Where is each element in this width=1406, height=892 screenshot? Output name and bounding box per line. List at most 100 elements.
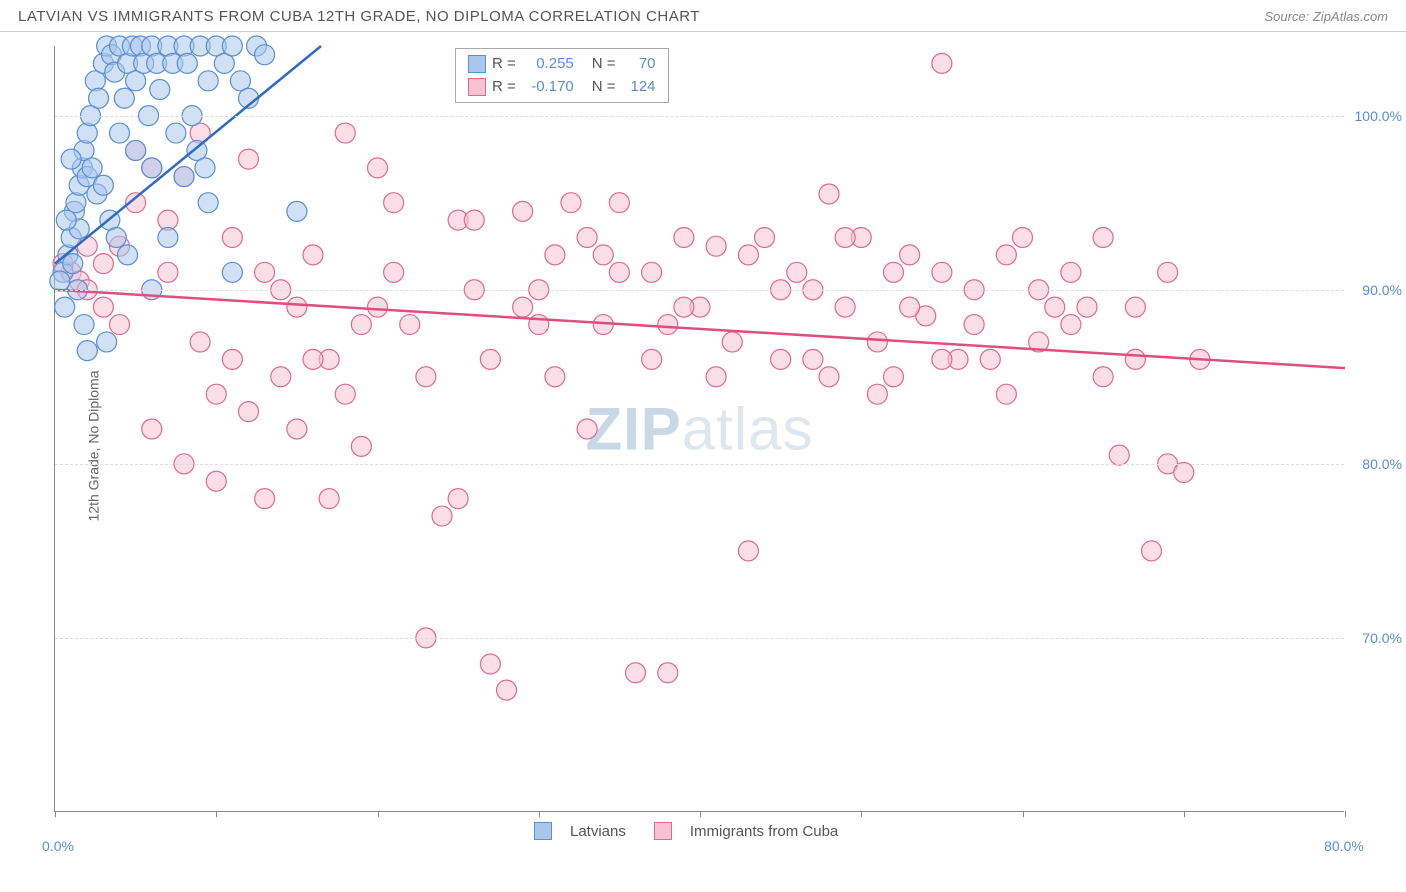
source-label: Source: ZipAtlas.com (1264, 9, 1388, 24)
scatter-point (803, 349, 823, 369)
scatter-point (738, 541, 758, 561)
scatter-point (480, 654, 500, 674)
scatter-point (1125, 297, 1145, 317)
scatter-point (722, 332, 742, 352)
scatter-point (674, 297, 694, 317)
scatter-point (368, 158, 388, 178)
scatter-point (74, 315, 94, 335)
scatter-point (239, 402, 259, 422)
scatter-point (448, 489, 468, 509)
scatter-point (1061, 315, 1081, 335)
x-tick (55, 811, 56, 817)
scatter-point (239, 149, 259, 169)
scatter-point (545, 245, 565, 265)
scatter-point (118, 245, 138, 265)
scatter-point (206, 471, 226, 491)
n-label: N = (592, 76, 616, 99)
scatter-point (384, 262, 404, 282)
scatter-point (980, 349, 1000, 369)
scatter-point (932, 349, 952, 369)
scatter-point (142, 419, 162, 439)
scatter-point (932, 53, 952, 73)
swatch-latvians-icon (468, 55, 486, 73)
scatter-point (351, 315, 371, 335)
scatter-point (190, 332, 210, 352)
scatter-point (384, 193, 404, 213)
r-label: R = (492, 76, 516, 99)
scatter-point (93, 297, 113, 317)
scatter-point (195, 158, 215, 178)
scatter-svg (55, 46, 1344, 811)
x-tick (539, 811, 540, 817)
x-tick-right: 80.0% (1324, 838, 1364, 854)
scatter-point (61, 149, 81, 169)
scatter-point (50, 271, 70, 291)
gridline (55, 290, 1344, 291)
scatter-point (658, 663, 678, 683)
scatter-point (674, 228, 694, 248)
gridline (55, 638, 1344, 639)
scatter-point (400, 315, 420, 335)
scatter-point (271, 367, 291, 387)
scatter-point (577, 419, 597, 439)
y-tick-label: 90.0% (1350, 282, 1402, 298)
x-tick (1023, 811, 1024, 817)
r-value-latvians: 0.255 (526, 53, 574, 76)
y-tick-label: 100.0% (1350, 108, 1402, 124)
scatter-point (93, 175, 113, 195)
scatter-point (545, 367, 565, 387)
scatter-point (706, 367, 726, 387)
scatter-point (464, 210, 484, 230)
y-tick-label: 80.0% (1350, 456, 1402, 472)
scatter-point (287, 297, 307, 317)
scatter-point (755, 228, 775, 248)
scatter-point (1158, 262, 1178, 282)
scatter-point (609, 193, 629, 213)
scatter-point (900, 297, 920, 317)
scatter-point (335, 123, 355, 143)
scatter-point (658, 315, 678, 335)
scatter-point (497, 680, 517, 700)
n-value-cuba: 124 (626, 76, 656, 99)
gridline (55, 116, 1344, 117)
scatter-point (126, 140, 146, 160)
scatter-point (642, 262, 662, 282)
scatter-point (255, 489, 275, 509)
scatter-point (222, 36, 242, 56)
chart-plot-area: ZIPatlas R = 0.255 N = 70 R = -0.170 N =… (54, 46, 1344, 812)
n-label: N = (592, 53, 616, 76)
gridline (55, 464, 1344, 465)
scatter-point (110, 123, 130, 143)
scatter-point (416, 367, 436, 387)
scatter-point (93, 254, 113, 274)
scatter-point (1093, 367, 1113, 387)
scatter-point (819, 367, 839, 387)
x-tick (216, 811, 217, 817)
scatter-point (303, 245, 323, 265)
scatter-point (177, 53, 197, 73)
x-tick (861, 811, 862, 817)
scatter-point (198, 193, 218, 213)
scatter-point (480, 349, 500, 369)
r-value-cuba: -0.170 (526, 76, 574, 99)
scatter-point (513, 297, 533, 317)
scatter-point (996, 245, 1016, 265)
scatter-point (432, 506, 452, 526)
n-value-latvians: 70 (626, 53, 656, 76)
scatter-point (884, 262, 904, 282)
scatter-point (964, 315, 984, 335)
scatter-point (303, 349, 323, 369)
scatter-point (255, 45, 275, 65)
scatter-point (1093, 228, 1113, 248)
scatter-point (287, 201, 307, 221)
stats-row-cuba: R = -0.170 N = 124 (468, 76, 656, 99)
scatter-point (106, 228, 126, 248)
scatter-point (1109, 445, 1129, 465)
scatter-point (867, 332, 887, 352)
scatter-point (368, 297, 388, 317)
scatter-point (884, 367, 904, 387)
x-tick (378, 811, 379, 817)
scatter-point (206, 384, 226, 404)
scatter-point (82, 158, 102, 178)
scatter-point (89, 88, 109, 108)
